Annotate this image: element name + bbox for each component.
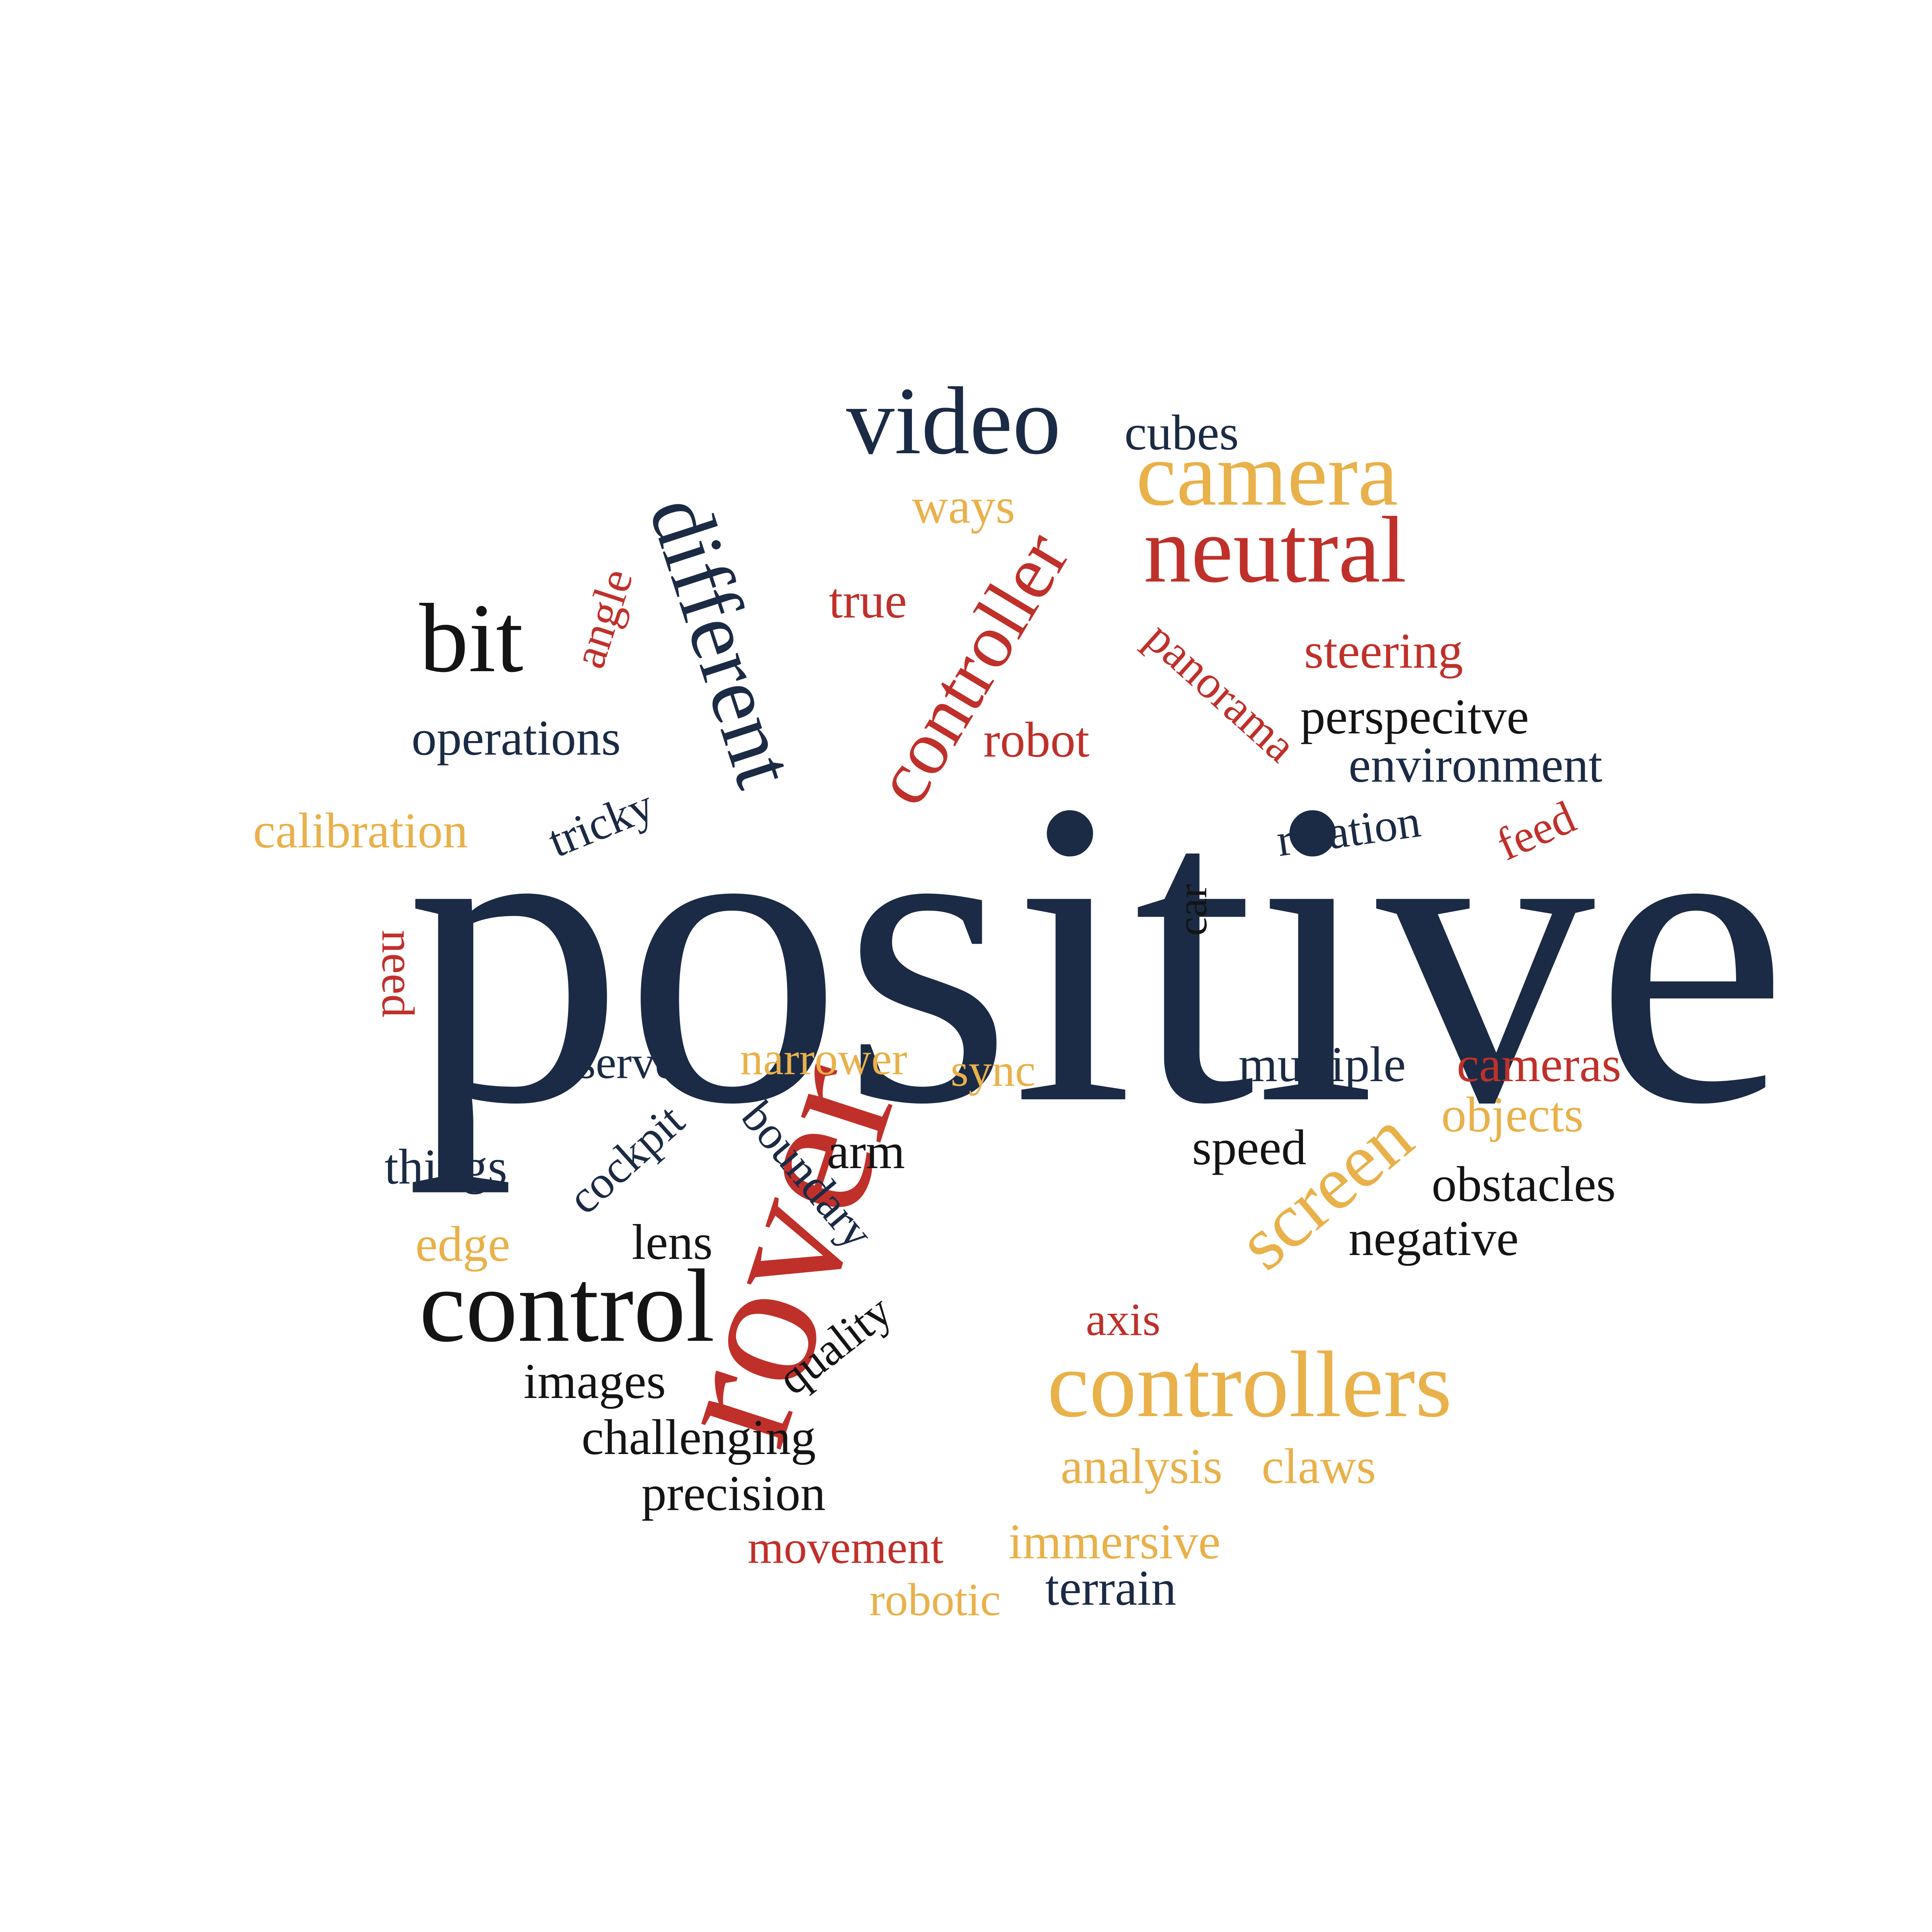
word-narrower: narrower [740, 1033, 908, 1084]
word-obstacles: obstacles [1432, 1156, 1616, 1212]
word-immersive: immersive [1009, 1514, 1221, 1570]
word-steering: steering [1304, 623, 1463, 679]
word-objects: objects [1441, 1087, 1584, 1143]
word-precision: precision [641, 1466, 826, 1521]
word-movement: movement [748, 1522, 944, 1573]
word-challenging: challenging [582, 1410, 816, 1465]
word-calibration: calibration [253, 803, 468, 859]
word-car: car [1168, 884, 1216, 936]
word-edge: edge [415, 1216, 510, 1272]
word-things: things [384, 1139, 507, 1195]
word-control: control [419, 1248, 715, 1364]
word-controllers: controllers [1047, 1332, 1452, 1437]
word-terrain: terrain [1045, 1560, 1177, 1616]
word-images: images [524, 1354, 666, 1409]
word-claws: claws [1262, 1439, 1376, 1494]
word-servo: servo [578, 1037, 678, 1088]
word-arm: arm [827, 1124, 905, 1179]
word-positive: positive [406, 711, 1789, 1194]
word-need: need [372, 930, 424, 1018]
word-neutral: neutral [1144, 497, 1407, 602]
word-angle: angle [563, 562, 643, 674]
word-multiple: multiple [1238, 1037, 1406, 1092]
word-negative: negative [1349, 1211, 1519, 1266]
word-video: video [846, 367, 1061, 474]
word-camera: camera [1136, 424, 1398, 524]
word-cameras: cameras [1457, 1037, 1621, 1092]
word-analysis: analysis [1061, 1439, 1223, 1494]
word-true: true [829, 573, 907, 629]
word-operations: operations [412, 710, 621, 766]
word-ways: ways [912, 478, 1015, 534]
word-perspecitve: perspecitve [1300, 689, 1529, 745]
word-lens: lens [632, 1214, 713, 1270]
word-sync: sync [951, 1044, 1036, 1096]
word-robot: robot [983, 712, 1090, 768]
word-cubes: cubes [1124, 405, 1239, 461]
word-bit: bit [419, 584, 524, 693]
word-robotic: robotic [869, 1574, 1001, 1625]
word-environment: environment [1349, 737, 1603, 793]
word-speed: speed [1192, 1120, 1306, 1175]
word-axis: axis [1086, 1294, 1161, 1345]
